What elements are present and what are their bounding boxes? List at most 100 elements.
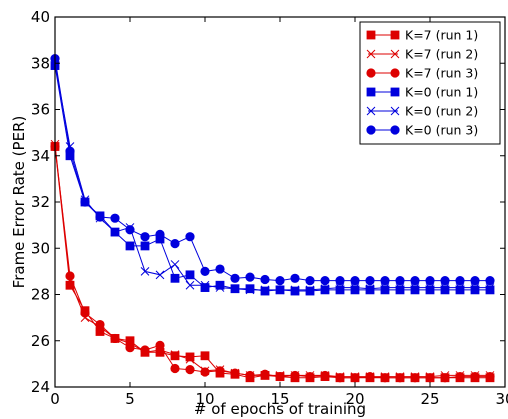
series-5-point — [275, 285, 285, 295]
series-6-point — [245, 272, 255, 282]
series-4-point — [320, 285, 330, 295]
series-5-point — [440, 283, 450, 292]
series-6-point — [95, 212, 105, 222]
series-3-point — [410, 373, 420, 383]
series-5-point — [365, 284, 375, 294]
y-tick-label: 36 — [31, 101, 50, 119]
series-3-point — [455, 371, 465, 382]
series-5-point — [320, 284, 330, 294]
series-layer — [50, 54, 495, 383]
y-tick-label: 24 — [31, 378, 50, 396]
series-6-point — [350, 276, 360, 286]
legend-marker — [390, 68, 400, 78]
series-4-point — [365, 285, 375, 295]
series-4-point — [200, 283, 210, 292]
series-5-point — [185, 280, 195, 290]
legend-entry: K=7 (run 3) — [366, 66, 478, 81]
series-3-point — [440, 373, 450, 383]
y-tick-label: 34 — [31, 147, 50, 165]
series-3-point — [95, 319, 105, 330]
series-4-point — [410, 285, 420, 295]
legend-marker — [390, 87, 400, 97]
x-tick-label: 30 — [495, 390, 508, 408]
series-4-point — [455, 285, 465, 295]
series-6-point — [230, 273, 240, 283]
series-3-point — [350, 373, 360, 383]
y-tick-label: 30 — [31, 239, 50, 257]
series-3-point — [260, 369, 270, 379]
series-5-point — [200, 280, 210, 290]
series-5-point — [230, 284, 240, 294]
series-6-point — [320, 276, 330, 286]
series-4-point — [290, 286, 300, 296]
legend-marker — [390, 30, 400, 40]
series-2-point — [185, 354, 195, 364]
series-6-point — [410, 276, 420, 286]
x-tick-label: 5 — [125, 390, 135, 408]
series-6-point — [290, 273, 300, 283]
y-tick-label: 40 — [31, 8, 50, 26]
x-tick-label: 25 — [420, 390, 439, 408]
series-6-point — [395, 276, 405, 286]
series-3-point — [365, 371, 375, 382]
series-6-point — [425, 276, 435, 286]
series-6-point — [440, 276, 450, 286]
series-4-point — [380, 285, 390, 295]
series-5-point — [380, 283, 390, 292]
series-3-point — [125, 343, 135, 353]
series-3-point — [230, 368, 240, 378]
series-3-point — [140, 345, 150, 355]
series-5-point — [215, 283, 225, 292]
series-3-point — [290, 370, 300, 381]
series-4-point — [140, 241, 150, 251]
series-5-point — [350, 283, 360, 292]
series-6-point — [215, 264, 225, 274]
series-3-point — [275, 371, 285, 382]
series-6-point — [260, 274, 270, 285]
legend-marker — [366, 68, 376, 78]
series-3-point — [380, 373, 390, 383]
series-6-point — [485, 276, 495, 286]
legend-entry: K=7 (run 2) — [366, 47, 478, 62]
series-1-point — [185, 352, 195, 362]
x-tick-label: 20 — [345, 390, 364, 408]
series-3-point — [200, 367, 210, 377]
legend-marker — [366, 87, 376, 97]
legend-label: K=0 (run 1) — [405, 85, 478, 100]
series-2-point — [170, 350, 180, 359]
legend-marker — [390, 125, 400, 135]
legend-box — [359, 21, 501, 145]
series-4-point — [185, 270, 195, 280]
series-4-point — [125, 241, 135, 251]
series-3-point — [485, 371, 495, 382]
series-3-point — [470, 371, 480, 382]
series-6-point — [455, 276, 465, 286]
series-6-point — [305, 276, 315, 286]
x-tick-label: 15 — [270, 390, 289, 408]
legend-marker — [366, 49, 376, 59]
series-4-point — [305, 286, 315, 296]
series-6-point — [140, 232, 150, 242]
series-5-point — [425, 283, 435, 292]
y-tick-label: 38 — [31, 54, 50, 72]
series-5-point — [395, 283, 405, 292]
series-6-point — [470, 276, 480, 286]
series-5-point — [245, 285, 255, 295]
series-4-point — [470, 285, 480, 295]
legend-entry: K=0 (run 2) — [366, 104, 478, 119]
series-5-point — [305, 285, 315, 295]
series-6-point — [125, 225, 135, 235]
series-6-point — [200, 266, 210, 276]
series-6-point — [275, 276, 285, 286]
legend-entry: K=7 (run 1) — [366, 28, 478, 43]
x-axis-label: # of epochs of training — [194, 400, 366, 418]
legend-marker — [390, 106, 400, 116]
series-4-point — [170, 273, 180, 283]
series-4-point — [335, 285, 345, 295]
x-tick-label: 0 — [50, 390, 60, 408]
series-3-point — [425, 373, 435, 383]
series-4-point — [350, 285, 360, 295]
series-3-point — [395, 373, 405, 383]
legend-entry: K=0 (run 3) — [366, 123, 478, 138]
legend-label: K=0 (run 3) — [405, 123, 478, 138]
